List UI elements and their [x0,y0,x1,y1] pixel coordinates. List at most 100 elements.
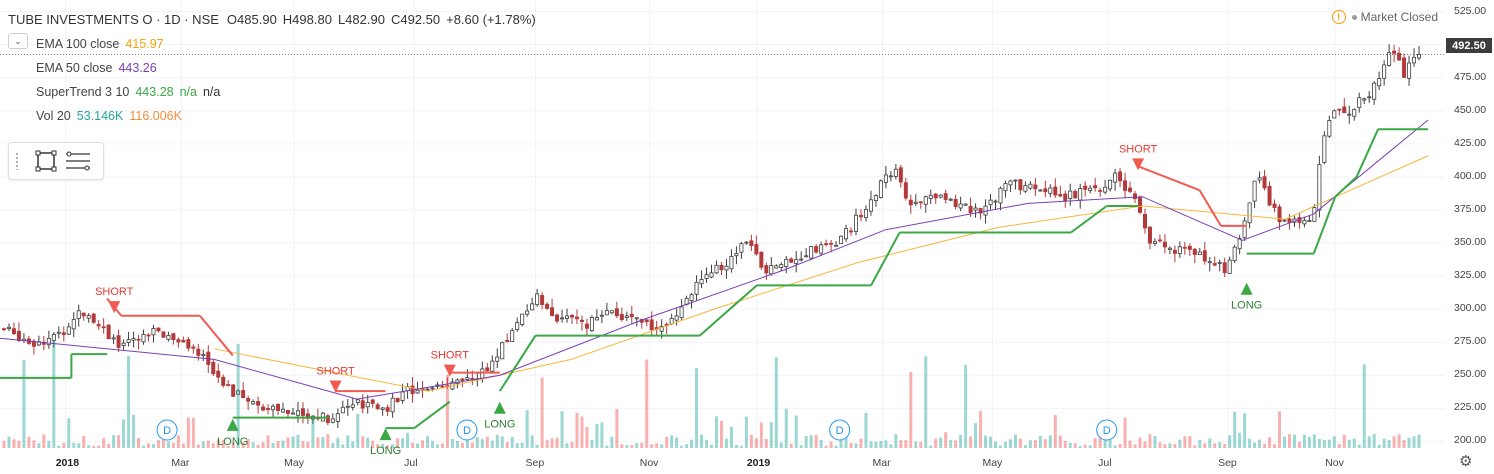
candle-body [370,399,375,404]
candle-body [809,246,814,259]
candle-body [779,264,784,268]
volume-bar [77,443,81,448]
volume-bar [904,440,908,448]
gear-icon[interactable]: ⚙ [1459,453,1473,470]
candle-body [858,214,863,218]
price-tick-label: 450.00 [1454,103,1487,116]
candle-body [829,242,834,245]
volume-bar [510,436,514,448]
volume-bar [675,437,679,448]
candle-body [1023,185,1028,192]
short-signal-label: SHORT [95,286,134,298]
volume-bar [889,444,893,448]
price-axis[interactable]: 525.00500.00475.00450.00425.00400.00375.… [1444,0,1494,474]
volume-bar [1133,444,1137,448]
dividend-marker-icon [156,419,178,441]
volume-bar [570,441,574,448]
volume-bar [1193,445,1197,448]
candle-body [953,199,958,207]
rectangle-tool-button[interactable] [33,148,59,174]
volume-bar [700,434,704,448]
market-status[interactable]: ! Market Closed [1331,10,1438,24]
candle-body [1347,113,1352,116]
volume-bar [321,437,325,448]
volume-bar [276,440,280,448]
volume-bar [1253,442,1257,448]
candle-body [271,405,276,411]
settings-menu-button[interactable] [65,148,91,174]
candle-body [933,193,938,199]
volume-bar [296,434,300,448]
candle-body [978,208,983,214]
candle-body [913,201,918,204]
drag-grip-icon[interactable] [15,152,19,170]
candle-body [958,203,963,209]
dividend-marker-icon [829,419,851,441]
long-signal-arrow-icon [226,418,239,431]
volume-bar [1153,436,1157,448]
candle-body [141,333,146,343]
indicator-ema100[interactable]: EMA 100 close 415.97 [36,37,164,51]
candle-body [1162,241,1167,248]
volume-bar [625,444,629,448]
candle-body [724,265,729,271]
candle-body [1108,179,1113,190]
candle-body [490,360,495,372]
volume-bar [1322,439,1326,448]
symbol-title[interactable]: TUBE INVESTMENTS O · 1D · NSE [8,12,219,27]
volume-bar [1058,435,1062,448]
candle-body [400,391,405,401]
volume-bar [739,445,743,448]
dividend-marker-label: D [163,425,171,437]
candle-body [873,195,878,202]
volume-bar [1163,444,1167,448]
volume-bar [221,439,225,448]
volume-bar [1218,442,1222,448]
volume-bar [899,440,903,448]
volume-bar [142,445,146,448]
volume-bar [1143,441,1147,448]
volume-bar [480,439,484,448]
candle-body [1372,82,1377,100]
indicator-supertrend[interactable]: SuperTrend 3 10 443.28 n/a n/a [36,85,221,99]
indicator-ema50[interactable]: EMA 50 close 443.26 [36,61,157,75]
volume-bar [605,445,609,448]
candle-body [674,315,679,321]
chevron-down-icon: ⌄ [14,36,22,46]
volume-bar [440,443,444,448]
volume-bar [1243,413,1247,448]
supertrend-segment [1334,176,1358,198]
volume-bar [1038,435,1042,448]
volume-bar [779,442,783,448]
collapse-legend-button[interactable]: ⌄ [8,33,28,49]
candle-body [530,303,535,311]
volume-bar [445,374,449,448]
candle-body [295,410,300,416]
candle-body [46,337,51,346]
candle-body [1307,220,1312,222]
candle-body [1098,190,1103,192]
long-signal-label: LONG [217,436,248,448]
supertrend-segment [199,315,234,357]
candle-body [66,326,71,335]
volume-bar [914,441,918,448]
time-tick-label: Nov [1325,457,1344,469]
volume-bar [92,445,96,448]
price-chart[interactable]: SHORT SHORT LONG LONG SHORT LONG SHORT LONG D D D D [0,0,1444,474]
price-tick-label: 200.00 [1454,434,1487,447]
chart-legend: TUBE INVESTMENTS O · 1D · NSE O485.90 H49… [8,8,542,128]
volume-bar [391,444,395,448]
volume-bar [695,368,699,448]
change-value: +8.60 (+1.78%) [446,12,536,27]
volume-bar [909,371,913,448]
volume-bar [615,409,619,448]
candle-body [1177,246,1182,254]
volume-bar [186,417,190,448]
price-tick-label: 300.00 [1454,302,1487,315]
candle-body [719,264,724,271]
volume-bar [998,445,1002,448]
indicator-volume[interactable]: Vol 20 53.146K 116.006K [36,109,182,123]
volume-bar [869,441,873,448]
volume-bar [1188,436,1192,448]
close-value: C492.50 [390,12,441,27]
